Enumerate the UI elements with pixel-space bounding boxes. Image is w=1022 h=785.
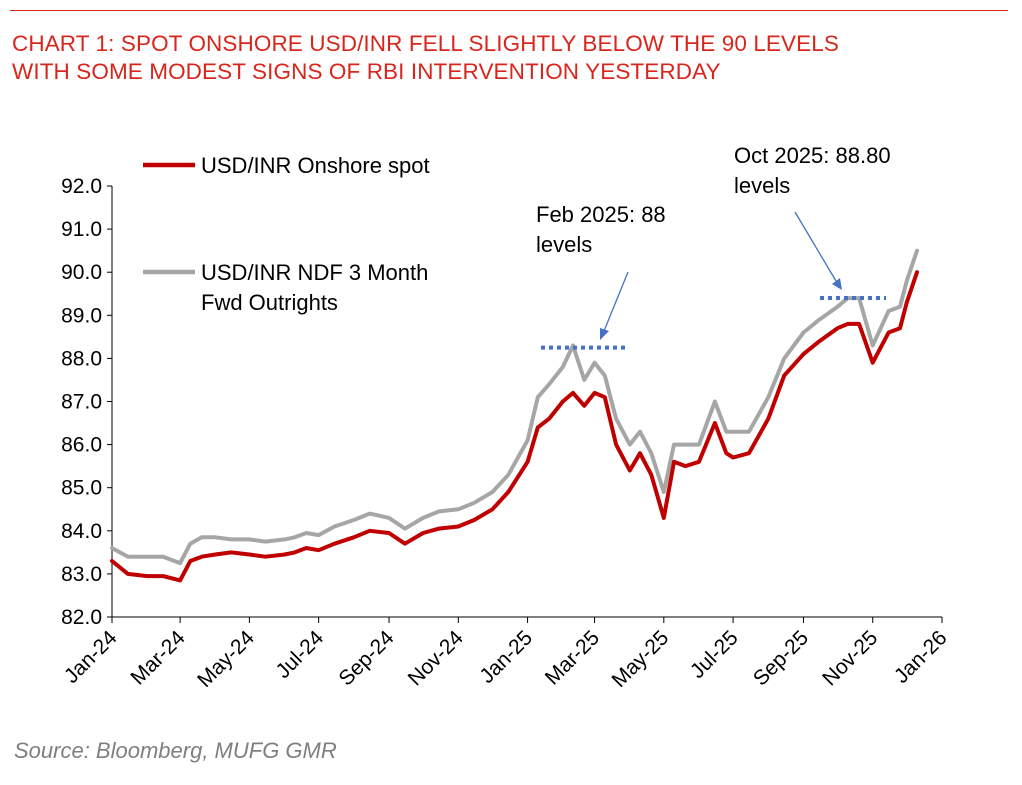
legend-label-ndf: USD/INR NDF 3 Month bbox=[201, 260, 428, 285]
feb-2025-annotation-text: levels bbox=[536, 232, 592, 257]
x-tick-label: Jul-24 bbox=[271, 626, 328, 683]
y-tick-label: 85.0 bbox=[61, 477, 102, 500]
x-tick-label: Sep-25 bbox=[749, 626, 813, 690]
y-tick-label: 92.0 bbox=[61, 175, 102, 198]
top-rule bbox=[10, 10, 1008, 11]
chart-title-line-1: CHART 1: SPOT ONSHORE USD/INR FELL SLIGH… bbox=[12, 31, 839, 56]
oct-2025-annotation-text: Oct 2025: 88.80 bbox=[734, 143, 891, 168]
x-tick-label: Jan-25 bbox=[475, 626, 537, 688]
source-note: Source: Bloomberg, MUFG GMR bbox=[14, 738, 337, 763]
x-tick-label: Mar-25 bbox=[541, 626, 604, 689]
x-tick-label: Mar-24 bbox=[126, 626, 190, 690]
y-tick-label: 88.0 bbox=[61, 347, 102, 370]
y-tick-label: 82.0 bbox=[61, 606, 102, 629]
x-tick-label: Nov-24 bbox=[404, 626, 468, 690]
legend-label-spot: USD/INR Onshore spot bbox=[201, 153, 430, 178]
y-tick-label: 87.0 bbox=[61, 391, 102, 414]
x-tick-label: Jul-25 bbox=[686, 626, 743, 683]
feb-2025-annotation-text: Feb 2025: 88 bbox=[536, 202, 666, 227]
x-tick-label: Sep-24 bbox=[334, 626, 398, 690]
chart-title-line-2: WITH SOME MODEST SIGNS OF RBI INTERVENTI… bbox=[12, 59, 721, 84]
y-tick-label: 84.0 bbox=[61, 520, 102, 543]
chart-title: CHART 1: SPOT ONSHORE USD/INR FELL SLIGH… bbox=[12, 30, 1012, 86]
y-tick-label: 90.0 bbox=[61, 261, 102, 284]
legend-label-ndf: Fwd Outrights bbox=[201, 290, 338, 315]
x-tick-label: Jan-26 bbox=[890, 626, 952, 688]
y-tick-label: 86.0 bbox=[61, 434, 102, 457]
x-tick-label: Nov-25 bbox=[818, 626, 882, 690]
x-tick-label: May-24 bbox=[193, 626, 259, 692]
y-tick-label: 91.0 bbox=[61, 218, 102, 241]
ndf-series-line bbox=[110, 248, 919, 566]
oct-2025-annotation-text: levels bbox=[734, 173, 790, 198]
oct-2025-arrow bbox=[794, 211, 837, 282]
feb-2025-arrowhead bbox=[600, 328, 609, 340]
y-tick-label: 89.0 bbox=[61, 304, 102, 327]
feb-2025-arrow bbox=[603, 271, 629, 332]
y-tick-label: 83.0 bbox=[61, 563, 102, 586]
oct-2025-arrowhead bbox=[832, 278, 842, 290]
spot-series-line bbox=[110, 270, 919, 583]
x-tick-label: May-25 bbox=[608, 626, 674, 692]
x-tick-label: Jan-24 bbox=[60, 626, 122, 688]
